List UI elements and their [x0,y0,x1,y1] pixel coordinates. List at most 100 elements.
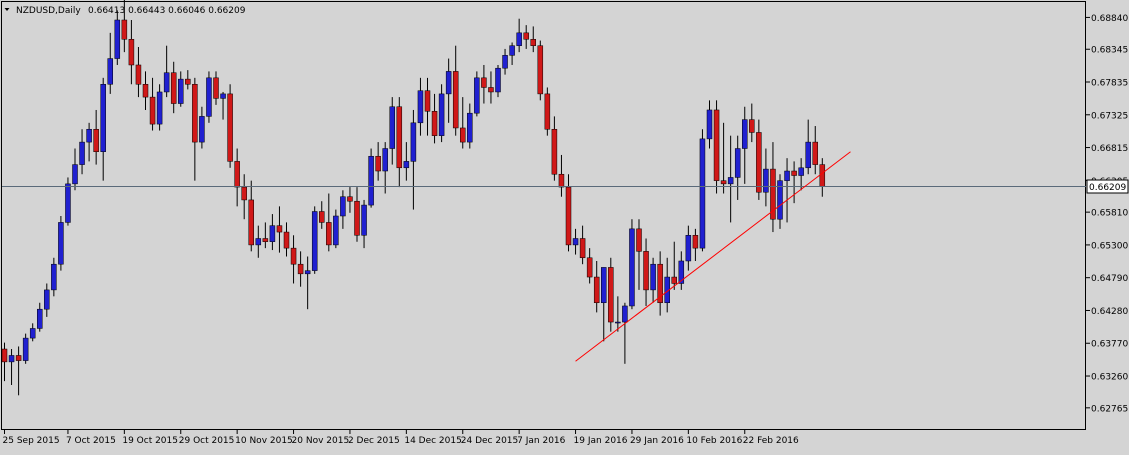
candle[interactable] [185,70,191,90]
candle[interactable] [798,158,804,191]
candle[interactable] [58,216,64,271]
candle[interactable] [812,126,818,175]
candle[interactable] [192,77,198,181]
candle[interactable] [319,201,325,229]
candle[interactable] [509,42,515,65]
support-trendline[interactable] [575,151,851,362]
candle[interactable] [403,142,410,181]
candle[interactable] [615,296,621,332]
candle[interactable] [643,238,649,306]
candle[interactable] [410,109,417,210]
candle[interactable] [608,257,614,332]
candle[interactable] [304,256,311,310]
candle[interactable] [734,135,741,200]
candle[interactable] [720,122,727,194]
candle[interactable] [671,241,677,290]
candle[interactable] [516,18,522,53]
candle[interactable] [629,219,635,310]
candle[interactable] [142,71,149,110]
candle[interactable] [622,302,628,364]
candle[interactable] [579,225,586,265]
candle[interactable] [163,45,170,98]
candle[interactable] [107,32,113,94]
candle[interactable] [8,349,15,386]
candle[interactable] [290,235,297,284]
candle[interactable] [530,26,536,53]
candle[interactable] [452,45,459,136]
candle[interactable] [135,46,142,98]
candle[interactable] [551,116,558,181]
candle[interactable] [770,142,776,233]
candle[interactable] [114,10,121,65]
candle[interactable] [692,228,699,261]
candle[interactable] [262,222,269,249]
candle[interactable] [178,71,184,107]
candle[interactable] [79,129,85,175]
candle[interactable] [593,260,600,313]
candle[interactable] [586,248,593,284]
candle[interactable] [565,174,572,252]
candle[interactable] [445,58,452,123]
candle[interactable] [601,267,607,342]
candle[interactable] [65,177,71,226]
candle[interactable] [333,209,339,249]
candle[interactable] [156,84,163,131]
candle[interactable] [15,346,22,396]
candle[interactable] [220,91,226,120]
candle[interactable] [417,77,424,136]
candle[interactable] [537,40,544,101]
triangle-down-icon[interactable] [4,8,10,11]
candle[interactable] [481,64,487,104]
candle[interactable] [86,122,92,162]
candle[interactable] [347,187,353,213]
candle[interactable] [311,206,318,274]
candle[interactable] [424,77,431,136]
candle[interactable] [727,135,734,223]
candle[interactable] [438,84,445,143]
candle[interactable] [805,119,811,175]
candle[interactable] [777,174,783,229]
candle[interactable] [685,225,692,271]
candle[interactable] [297,251,304,287]
candle[interactable] [791,161,797,204]
candle[interactable] [248,180,254,252]
candle[interactable] [255,225,262,258]
candle[interactable] [431,93,438,144]
candle[interactable] [558,154,565,197]
candle[interactable] [368,148,374,208]
candle[interactable] [650,257,656,303]
candle[interactable] [474,71,480,117]
candle[interactable] [572,228,579,255]
candle[interactable] [636,219,642,290]
candle[interactable] [657,251,663,316]
candle[interactable] [276,206,283,253]
candle[interactable] [93,109,99,165]
candle[interactable] [763,148,769,207]
candle[interactable] [713,100,720,194]
candle[interactable] [241,174,247,220]
candle[interactable] [227,84,233,168]
candle[interactable] [375,142,381,181]
candle[interactable] [149,77,156,131]
candle[interactable] [283,222,290,257]
candle[interactable] [51,257,57,297]
candle[interactable] [37,302,43,332]
candle[interactable] [495,64,501,98]
candle[interactable] [100,77,106,181]
candle[interactable] [460,97,466,149]
candle[interactable] [22,333,29,364]
candle[interactable] [29,323,36,342]
candle[interactable] [467,103,473,149]
candle[interactable] [382,142,388,194]
candle[interactable] [699,129,706,252]
candle[interactable] [72,148,78,191]
candle[interactable] [213,71,219,105]
candle[interactable] [396,97,403,188]
candle[interactable] [488,71,494,104]
candle[interactable] [326,193,332,252]
candle[interactable] [1,342,8,382]
candle[interactable] [361,199,367,249]
candle[interactable] [199,106,205,149]
